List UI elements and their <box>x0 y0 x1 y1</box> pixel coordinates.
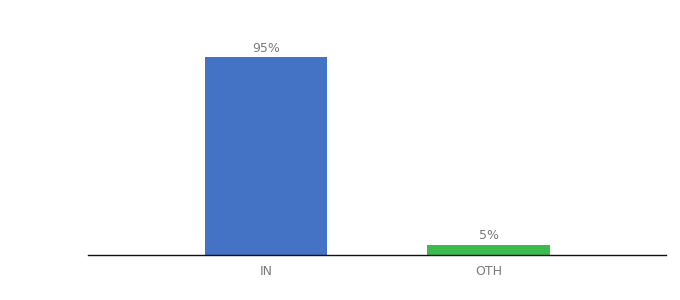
Text: 5%: 5% <box>479 229 498 242</box>
Bar <box>205 57 327 255</box>
Bar <box>428 244 549 255</box>
Text: 95%: 95% <box>252 42 280 55</box>
